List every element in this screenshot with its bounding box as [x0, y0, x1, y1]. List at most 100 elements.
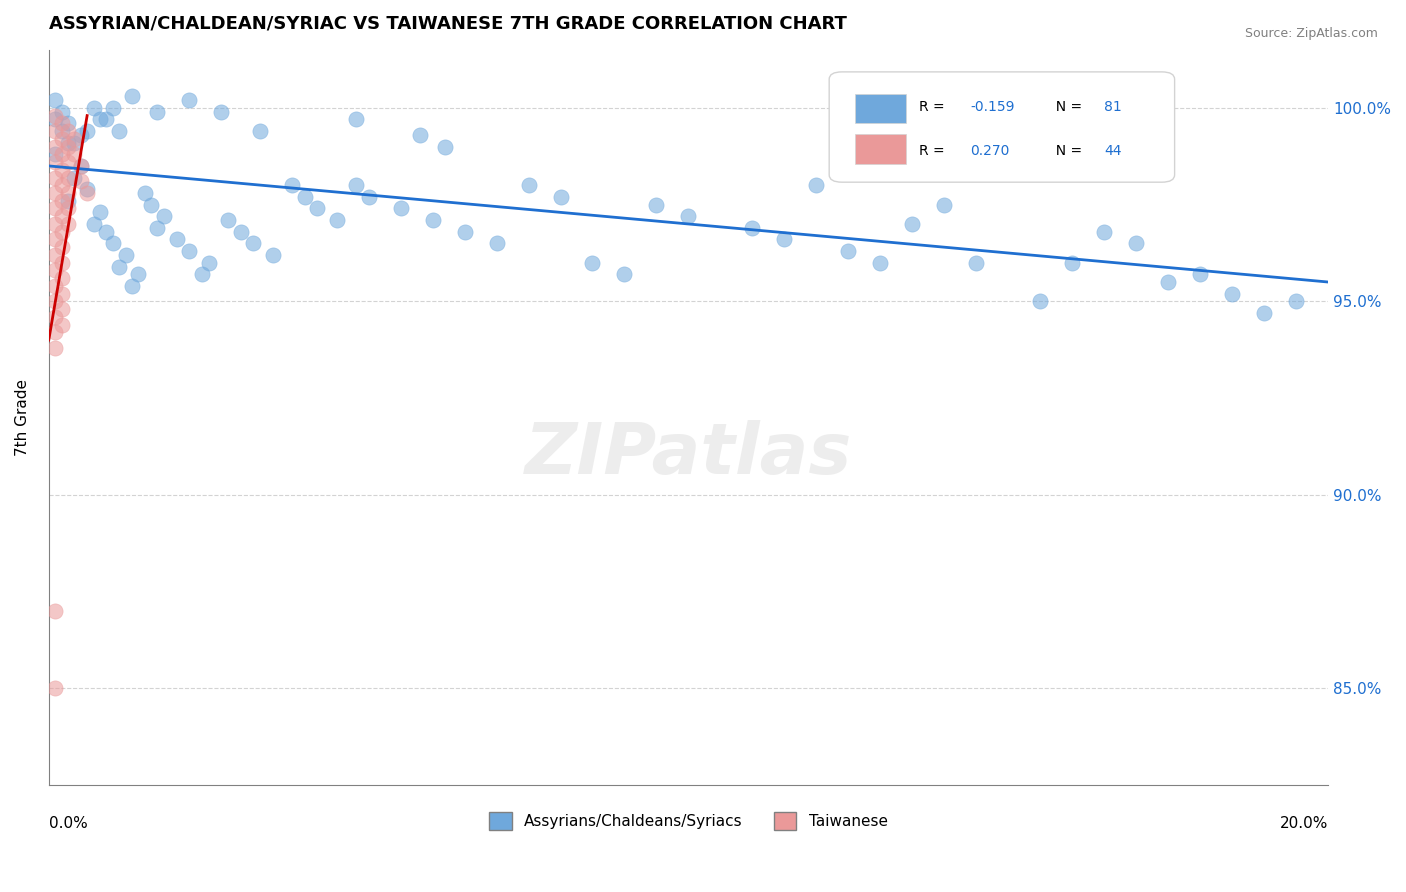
Point: [69, 159, 91, 173]
Text: 20.0%: 20.0%: [1279, 816, 1329, 831]
Text: ZIPatlas: ZIPatlas: [524, 420, 852, 489]
FancyBboxPatch shape: [855, 135, 905, 164]
Point: [434, 139, 457, 153]
Point: [217, 213, 239, 227]
Point: [51, 225, 73, 239]
Text: 81: 81: [1104, 100, 1122, 114]
Point: [191, 267, 214, 281]
Point: [249, 124, 271, 138]
Point: [242, 236, 264, 251]
Point: [51, 302, 73, 317]
Point: [44, 139, 66, 153]
Point: [69, 159, 91, 173]
Point: [127, 267, 149, 281]
Point: [44, 186, 66, 200]
Point: [741, 220, 763, 235]
Point: [44, 170, 66, 185]
Text: R =: R =: [918, 100, 949, 114]
Point: [146, 220, 169, 235]
Point: [422, 213, 444, 227]
Point: [83, 217, 105, 231]
Point: [56, 155, 79, 169]
Point: [1157, 275, 1180, 289]
Point: [325, 213, 347, 227]
Point: [51, 271, 73, 285]
Point: [44, 93, 66, 107]
Point: [51, 178, 73, 193]
Point: [1189, 267, 1212, 281]
Point: [678, 209, 700, 223]
Point: [837, 244, 859, 258]
Point: [51, 209, 73, 223]
Point: [44, 109, 66, 123]
Point: [69, 128, 91, 142]
Point: [262, 248, 284, 262]
Point: [869, 255, 891, 269]
Point: [44, 294, 66, 309]
Point: [146, 104, 169, 119]
Point: [44, 124, 66, 138]
Point: [44, 326, 66, 340]
Point: [51, 132, 73, 146]
Point: [76, 182, 98, 196]
Point: [1253, 306, 1275, 320]
Point: [965, 255, 987, 269]
Point: [1285, 294, 1308, 309]
Point: [69, 174, 91, 188]
Point: [51, 124, 73, 138]
Point: [44, 155, 66, 169]
Point: [76, 124, 98, 138]
Point: [63, 147, 86, 161]
Point: [44, 232, 66, 246]
Point: [44, 310, 66, 324]
Text: Source: ZipAtlas.com: Source: ZipAtlas.com: [1244, 27, 1378, 40]
Point: [51, 116, 73, 130]
Point: [101, 236, 124, 251]
Point: [121, 279, 143, 293]
Point: [294, 190, 316, 204]
Point: [307, 202, 329, 216]
Point: [56, 139, 79, 153]
Point: [76, 186, 98, 200]
FancyBboxPatch shape: [855, 94, 905, 123]
Point: [179, 93, 201, 107]
Point: [645, 197, 668, 211]
Point: [1029, 294, 1052, 309]
Point: [44, 604, 66, 618]
Text: N =: N =: [1046, 100, 1087, 114]
Point: [997, 159, 1019, 173]
Point: [229, 225, 252, 239]
Point: [56, 202, 79, 216]
Point: [773, 232, 796, 246]
Point: [63, 170, 86, 185]
Point: [613, 267, 636, 281]
Point: [344, 178, 367, 193]
Point: [197, 255, 219, 269]
Point: [485, 236, 508, 251]
Point: [281, 178, 304, 193]
Point: [1092, 225, 1115, 239]
Point: [108, 124, 131, 138]
Point: [1125, 236, 1147, 251]
Point: [153, 209, 176, 223]
Point: [63, 132, 86, 146]
Text: ASSYRIAN/CHALDEAN/SYRIAC VS TAIWANESE 7TH GRADE CORRELATION CHART: ASSYRIAN/CHALDEAN/SYRIAC VS TAIWANESE 7T…: [49, 15, 846, 33]
Point: [56, 186, 79, 200]
Point: [389, 202, 412, 216]
Text: 0.270: 0.270: [970, 144, 1010, 158]
Point: [121, 89, 143, 103]
Point: [44, 112, 66, 127]
Point: [56, 136, 79, 150]
Point: [63, 136, 86, 150]
Point: [44, 263, 66, 277]
Point: [51, 194, 73, 208]
FancyBboxPatch shape: [830, 72, 1174, 182]
Point: [44, 147, 66, 161]
Point: [51, 147, 73, 161]
Point: [89, 112, 111, 127]
Point: [134, 186, 156, 200]
Point: [901, 217, 924, 231]
Text: 44: 44: [1104, 144, 1122, 158]
Text: -0.159: -0.159: [970, 100, 1014, 114]
Point: [517, 178, 540, 193]
